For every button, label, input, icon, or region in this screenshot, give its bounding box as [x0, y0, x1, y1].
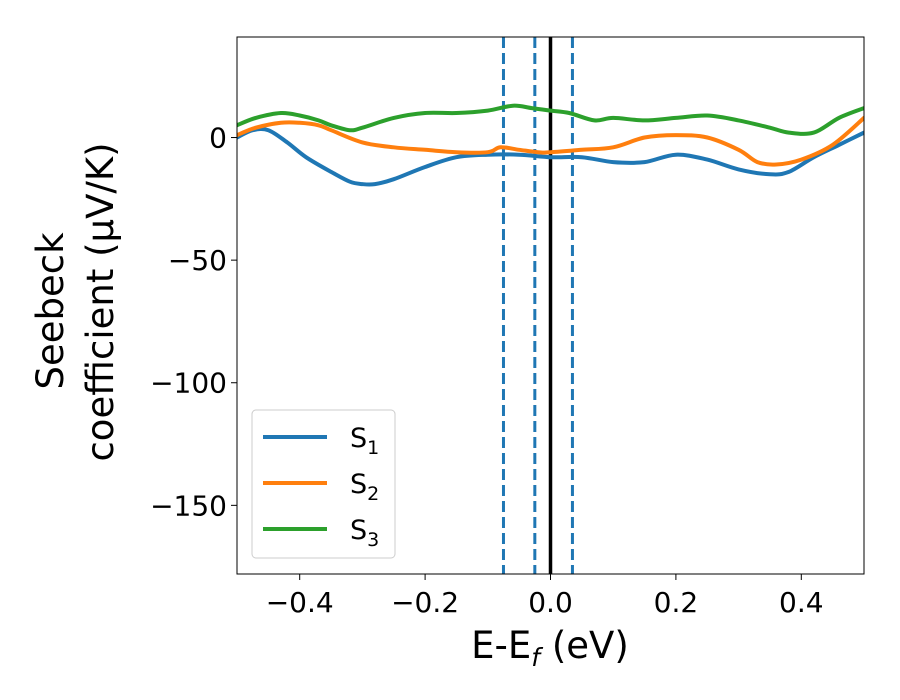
series-line-3: [237, 103, 864, 136]
legend-label-2: S2: [350, 469, 379, 505]
x-axis-ticks: −0.4 −0.2 0.0 0.2 0.4: [266, 574, 824, 619]
vertical-lines: [501, 37, 574, 574]
series-line-1: [237, 126, 864, 187]
y-tick-label: 0: [209, 122, 227, 155]
x-axis-label: E-Ef (eV): [471, 624, 629, 672]
y-axis-label-line2: coefficient (μV/K): [79, 142, 122, 461]
y-axis-ticks: 0 −50 −100 −150: [150, 122, 237, 522]
y-tick-label: −50: [168, 244, 227, 277]
y-axis-label-line1: Seebeck: [29, 232, 72, 390]
x-tick-label: −0.2: [391, 586, 459, 619]
series-line-2: [237, 115, 864, 167]
series-lines: [237, 103, 864, 187]
legend-label-1: S1: [350, 423, 379, 459]
legend-entries: S1 S2 S3: [263, 423, 379, 551]
legend-label-3: S3: [350, 515, 379, 551]
y-tick-label: −150: [150, 489, 227, 522]
x-tick-label: 0.4: [779, 586, 824, 619]
y-tick-label: −100: [150, 367, 227, 400]
x-tick-label: 0.0: [528, 586, 573, 619]
x-tick-label: −0.4: [266, 586, 334, 619]
x-tick-label: 0.2: [654, 586, 699, 619]
x-axis-label-unit: (eV): [540, 624, 629, 667]
legend: S1 S2 S3: [251, 409, 396, 559]
